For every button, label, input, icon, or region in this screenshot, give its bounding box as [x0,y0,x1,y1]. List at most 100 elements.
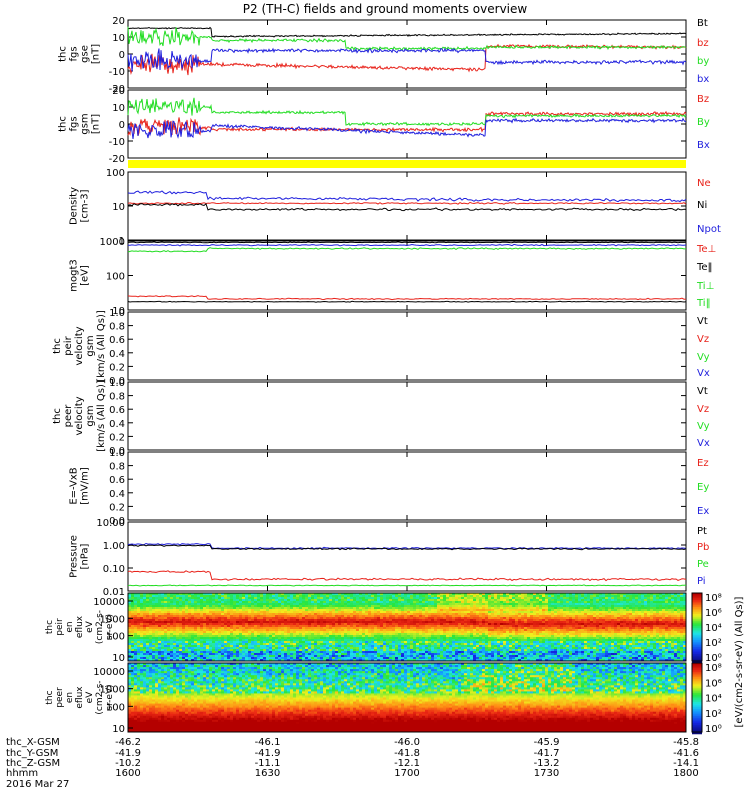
x-tick-label: -41.7 [534,748,560,759]
y-tick-label: 100 [106,632,125,643]
x-tick-label: -11.1 [255,758,281,769]
spectrogram-frame [127,592,687,662]
y-axis-label: [nT] [91,114,102,134]
series-Bt [127,26,687,38]
y-axis-label: thc [58,46,69,62]
panel-frame [127,381,687,451]
y-axis-label: gsm [85,405,96,426]
legend-entry: Pb [697,542,709,553]
y-tick-label: 0.4 [109,349,125,360]
y-axis-label: sr-eV) [105,684,115,710]
legend-entry: Ey [697,482,709,493]
y-tick-label: 1.0 [109,448,125,459]
x-tick-label: 1630 [255,768,280,779]
y-tick-label: 0 [119,120,125,131]
colorbar-label: [eV/(cm2-s-sr-eV) (All Qs)] [734,596,745,727]
y-tick-label: 1000 [100,685,125,696]
y-tick-label: 0.2 [109,432,125,443]
panel-frame [127,521,687,592]
y-tick-label: 1000 [100,237,125,248]
legend-entry: Ne [697,178,711,189]
y-axis-label: peer [55,687,65,708]
y-tick-label: 1.0 [109,308,125,319]
x-tick-label: 1600 [115,768,140,779]
y-tick-label: 0.8 [109,392,125,403]
y-axis-label: eV [85,620,95,633]
y-tick-label: 0.2 [109,502,125,513]
legend-entry: Ti⊥ [696,281,714,292]
y-tick-label: 0 [119,50,125,61]
y-axis-label: thc [45,620,55,634]
legend-entry: Bz [697,94,709,105]
series-traces [127,542,687,587]
colorbar-tick-label: 10⁶ [705,608,722,619]
x-axis-row-label: thc_Y-GSM [6,748,58,759]
y-tick-label: 0.8 [109,462,125,473]
x-tick-label: -41.9 [115,748,141,759]
y-tick-label: 1.00 [103,541,125,552]
legend-entry: Ni [697,200,707,211]
panel-frame [127,451,687,521]
panel-efield: 1.0 0.8 0.6 0.4 0.2 0.0 E=-VxB [mV/m] Ez Ey Ex [69,448,710,527]
y-axis-label: thc [52,408,63,424]
y-axis-label: eflux [75,686,85,709]
spectrogram-frame [127,662,687,733]
y-tick-label: 10 [112,103,125,114]
status-bar [128,160,686,168]
x-tick-label: -12.1 [394,758,420,769]
x-tick-label: -13.2 [534,758,560,769]
x-tick-label: -14.1 [673,758,699,769]
colorbar-tick-label: 10² [705,638,722,649]
series-bx [127,47,687,72]
y-axis-label: thc [45,690,55,704]
legend-entry: Ez [697,458,709,469]
colorbar-frame [691,662,703,733]
legend-entry: Vx [697,368,710,379]
y-tick-label: 0.6 [109,475,125,486]
y-tick-label: 1000 [100,614,125,625]
y-axis-label: mogt3 [69,259,80,292]
legend-entry: By [697,117,710,128]
y-tick-label: -10 [109,137,125,148]
series-traces [127,241,687,303]
y-axis-label: E=-VxB [69,467,80,504]
series-traces [127,97,687,139]
y-tick-label: 0.0 [109,446,125,457]
x-axis-row-label: hhmm [6,768,38,779]
y-axis-label: thc [58,116,69,132]
y-tick-label: 100 [106,168,125,179]
series-Teperp [127,295,687,301]
y-tick-label: 20 [112,86,125,97]
colorbar: 10⁸ 10⁶ 10⁴ 10² 10⁰ [691,662,722,735]
series-Pi [128,542,687,550]
y-tick-label: 10000 [93,597,125,608]
peir-spectrogram: 10000 1000 100 10 thc peir en eflux eV (cm2-s-sr-… [45,592,722,664]
y-axis-label: velocity [74,326,85,365]
colorbar-frame [691,592,703,662]
series-Tiperp-blue [127,243,687,247]
series-Ni [127,203,687,212]
y-tick-label: 0.6 [109,335,125,346]
y-axis-label: [cm-3] [80,189,91,222]
y-axis-label: gse [80,45,91,63]
legend-entry: Vt [697,316,708,327]
y-tick-label: 0.0 [109,376,125,387]
colorbar-tick-label: 10⁴ [705,694,722,705]
colorbar-tick-label: 10⁸ [705,593,722,604]
series-Bz [127,110,687,137]
y-axis-label: peir [63,335,74,355]
y-axis-label: thc [52,338,63,354]
y-axis-label: Pressure [69,535,80,578]
x-axis-row-label: 2016 Mar 27 [6,779,69,790]
x-tick-label: -45.8 [673,737,699,748]
series-Tipar [127,247,686,253]
y-tick-label: 0.4 [109,489,125,500]
legend-entry: Pt [697,526,707,537]
legend-entry: Pe [697,559,709,570]
panel-temperature: 1000 100 10 mogt3 [eV] Te⊥ Te‖ Ti⊥ Ti‖ [69,237,717,317]
y-axis-label: (cm2-s- [95,610,105,644]
series-Pb [127,570,687,582]
legend-entry: bz [697,38,709,49]
y-tick-label: 20 [112,16,125,27]
